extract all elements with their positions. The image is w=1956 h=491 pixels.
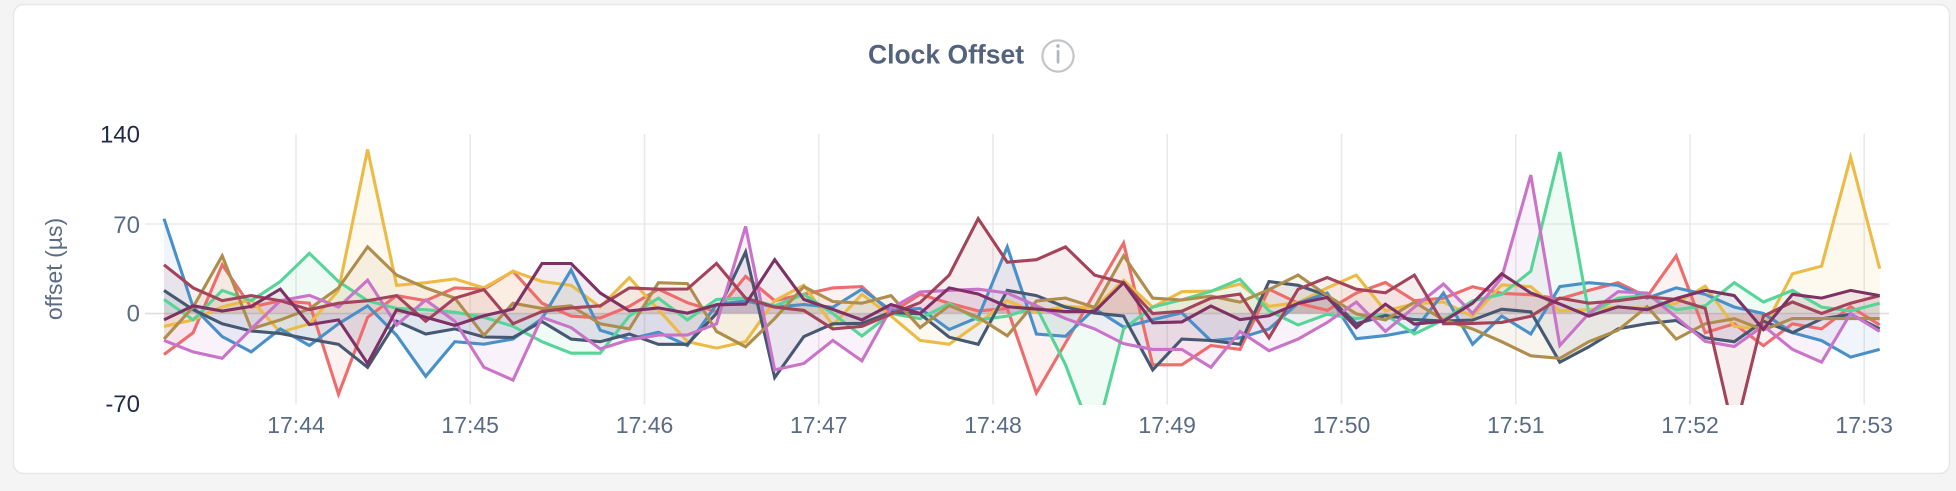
svg-text:17:50: 17:50 — [1313, 412, 1371, 438]
svg-text:17:47: 17:47 — [790, 412, 848, 438]
svg-text:70: 70 — [113, 212, 140, 239]
svg-text:17:45: 17:45 — [441, 412, 499, 438]
svg-text:17:46: 17:46 — [616, 412, 674, 438]
svg-text:17:48: 17:48 — [964, 412, 1022, 438]
svg-text:offset (µs): offset (µs) — [41, 218, 67, 320]
svg-text:17:51: 17:51 — [1487, 412, 1545, 438]
svg-text:Clock Offset: Clock Offset — [868, 40, 1024, 70]
svg-text:17:53: 17:53 — [1835, 412, 1893, 438]
svg-text:140: 140 — [100, 122, 140, 149]
svg-text:17:49: 17:49 — [1138, 412, 1196, 438]
svg-text:-70: -70 — [105, 391, 140, 418]
svg-text:17:52: 17:52 — [1661, 412, 1719, 438]
svg-text:17:44: 17:44 — [267, 412, 325, 438]
svg-text:0: 0 — [127, 301, 140, 328]
